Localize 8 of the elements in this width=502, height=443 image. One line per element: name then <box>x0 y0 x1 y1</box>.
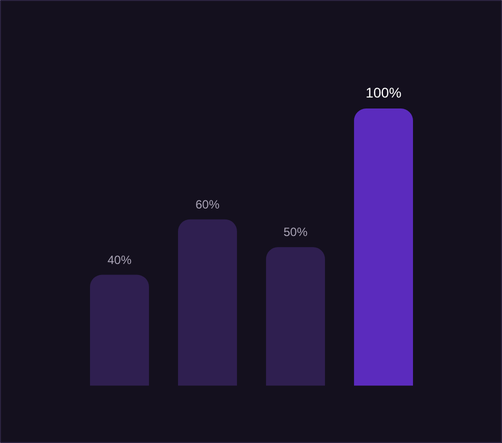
data-label: 40% <box>107 252 132 267</box>
bar <box>354 108 413 386</box>
data-label: 50% <box>283 225 308 240</box>
bar <box>90 274 149 386</box>
bar <box>266 247 325 386</box>
data-label: 60% <box>195 197 220 212</box>
data-label: 100% <box>366 84 402 101</box>
bar <box>178 219 237 386</box>
